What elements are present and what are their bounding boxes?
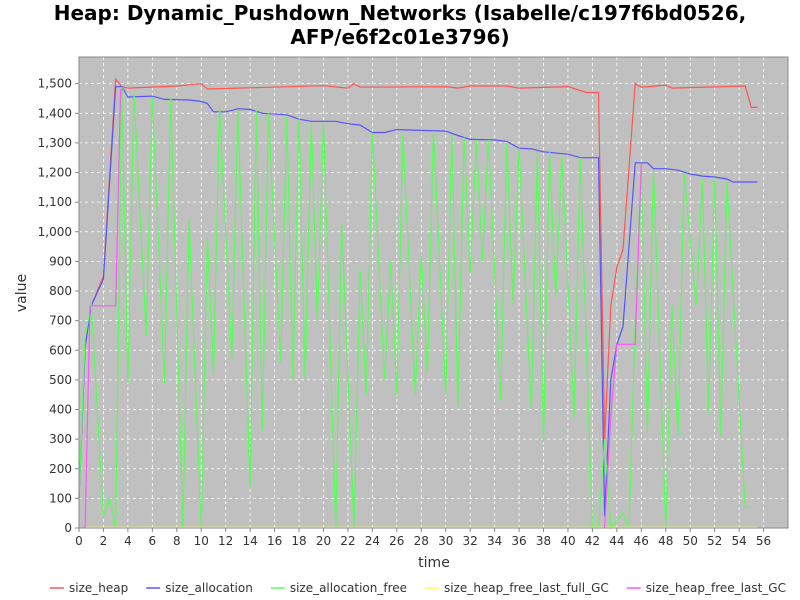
x-tick-label: 32 [463, 534, 478, 548]
x-tick-label: 10 [194, 534, 209, 548]
y-axis-label: value [14, 274, 30, 312]
x-tick-label: 44 [609, 534, 624, 548]
series-line [84, 89, 642, 529]
y-tick-label: 1,000 [38, 225, 72, 239]
x-tick-label: 8 [173, 534, 181, 548]
plot-border [78, 56, 789, 529]
y-tick-label: 100 [49, 491, 72, 505]
x-tick-label: 0 [75, 534, 83, 548]
x-tick-label: 6 [149, 534, 157, 548]
y-tick-label: 1,300 [38, 136, 72, 150]
y-tick-label: 900 [49, 254, 72, 268]
x-tick-label: 14 [242, 534, 257, 548]
x-tick-label: 38 [536, 534, 551, 548]
x-tick-label: 12 [218, 534, 233, 548]
x-tick-label: 50 [683, 534, 698, 548]
x-tick-label: 56 [756, 534, 771, 548]
x-tick-label: 2 [100, 534, 108, 548]
x-tick-label: 36 [511, 534, 526, 548]
x-tick-label: 22 [340, 534, 355, 548]
y-tick-label: 1,200 [38, 166, 72, 180]
chart-title: Heap: Dynamic_Pushdown_Networks (Isabell… [54, 1, 746, 25]
y-tick-label: 500 [49, 373, 72, 387]
x-tick-label: 46 [634, 534, 649, 548]
y-tick-label: 1,400 [38, 106, 72, 120]
legend-label: size_heap [69, 581, 128, 595]
x-axis-label: time [418, 555, 450, 571]
legend-label: size_heap_free_last_full_GC [444, 581, 609, 595]
legend-label: size_heap_free_last_GC [646, 581, 786, 595]
x-tick-label: 26 [389, 534, 404, 548]
y-tick-label: 700 [49, 314, 72, 328]
x-tick-label: 48 [658, 534, 673, 548]
x-tick-label: 52 [707, 534, 722, 548]
y-tick-label: 1,500 [38, 77, 72, 91]
series-line [78, 77, 758, 499]
x-tick-label: 30 [438, 534, 453, 548]
y-tick-label: 600 [49, 343, 72, 357]
x-tick-label: 20 [316, 534, 331, 548]
y-tick-label: 1,100 [38, 195, 72, 209]
x-tick-label: 28 [414, 534, 429, 548]
x-tick-label: 16 [267, 534, 282, 548]
chart-title: AFP/e6f2c01e3796) [290, 25, 509, 49]
x-tick-label: 24 [365, 534, 380, 548]
x-tick-label: 54 [731, 534, 746, 548]
x-tick-label: 4 [124, 534, 132, 548]
x-tick-label: 42 [585, 534, 600, 548]
y-tick-label: 0 [64, 521, 72, 535]
x-tick-label: 18 [291, 534, 306, 548]
legend-label: size_allocation [165, 581, 253, 595]
y-tick-label: 300 [49, 432, 72, 446]
legend-label: size_allocation_free [290, 581, 407, 595]
x-tick-label: 34 [487, 534, 502, 548]
y-tick-label: 800 [49, 284, 72, 298]
y-tick-label: 200 [49, 462, 72, 476]
series-line [78, 86, 758, 517]
y-tick-label: 400 [49, 403, 72, 417]
x-tick-label: 40 [560, 534, 575, 548]
